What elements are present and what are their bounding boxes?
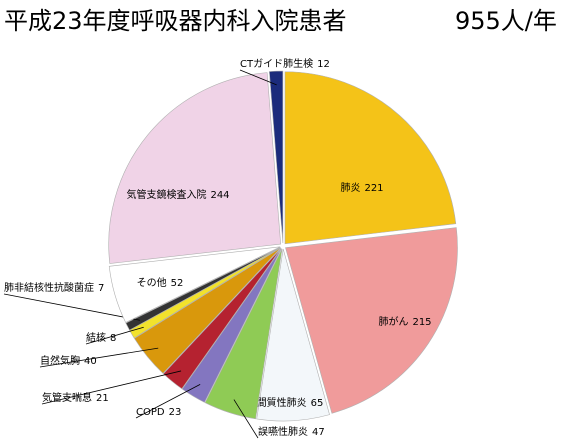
pie-slice	[125, 247, 281, 331]
label-value: 8	[110, 333, 116, 344]
data-label: 肺非結核性抗酸菌症 7	[4, 281, 104, 294]
pie-slice	[285, 227, 458, 414]
data-label: 自然気胸 40	[40, 354, 97, 367]
pie-slice	[284, 71, 457, 245]
chart-subtitle: 955人/年	[455, 7, 557, 35]
label-value: 40	[84, 356, 97, 367]
label-value: 21	[96, 393, 109, 404]
data-label: CTガイド肺生検 12	[240, 57, 330, 70]
label-value: 47	[312, 427, 325, 438]
leader-line	[233, 399, 259, 439]
label-category: 気管支喘息	[42, 391, 92, 404]
leader-line	[3, 293, 140, 321]
label-category: 肺炎	[340, 182, 360, 194]
leader-line	[41, 370, 182, 405]
label-value: 215	[412, 317, 431, 328]
data-label: 誤嚥性肺炎 47	[258, 425, 325, 438]
label-value: 23	[169, 407, 182, 418]
label-category: 肺非結核性抗酸菌症	[4, 281, 94, 294]
label-category: 間質性肺炎	[257, 396, 307, 409]
data-label: その他 52	[137, 276, 184, 289]
chart-title: 平成23年度呼吸器内科入院患者	[4, 7, 347, 35]
pie-slice	[134, 247, 281, 374]
leader-line	[135, 383, 201, 419]
leader-line	[39, 347, 159, 368]
label-category: 誤嚥性肺炎	[258, 425, 308, 438]
data-label: COPD 23	[136, 407, 181, 418]
data-label: 肺がん 215	[378, 315, 431, 328]
label-category: COPD	[136, 407, 165, 418]
leader-line	[239, 69, 277, 86]
label-value: 244	[210, 190, 229, 201]
pie-slice	[163, 248, 282, 390]
data-label: 気管支鏡検査入院 244	[126, 188, 229, 201]
pie-slice	[108, 72, 282, 264]
label-category: 結核	[86, 331, 106, 344]
label-value: 52	[171, 278, 184, 289]
label-category: CTガイド肺生検	[240, 57, 313, 70]
label-category: 気管支鏡検査入院	[126, 188, 206, 201]
label-value: 12	[317, 59, 330, 70]
leader-line	[85, 326, 144, 345]
label-value: 65	[311, 398, 324, 409]
pie-slice	[256, 248, 330, 422]
label-category: 自然気胸	[40, 354, 80, 367]
pie-slice	[204, 248, 283, 420]
data-label: 結核 8	[86, 331, 116, 344]
data-label: 肺炎 221	[340, 182, 383, 194]
pie-slice	[108, 246, 281, 323]
label-category: その他	[137, 276, 167, 289]
pie-slice	[268, 70, 284, 244]
pie-slice	[181, 248, 282, 403]
label-value: 221	[364, 183, 383, 194]
data-label: 間質性肺炎 65	[257, 396, 324, 409]
data-label: 気管支喘息 21	[42, 391, 109, 404]
label-value: 7	[98, 283, 104, 294]
label-category: 肺がん	[378, 315, 408, 328]
